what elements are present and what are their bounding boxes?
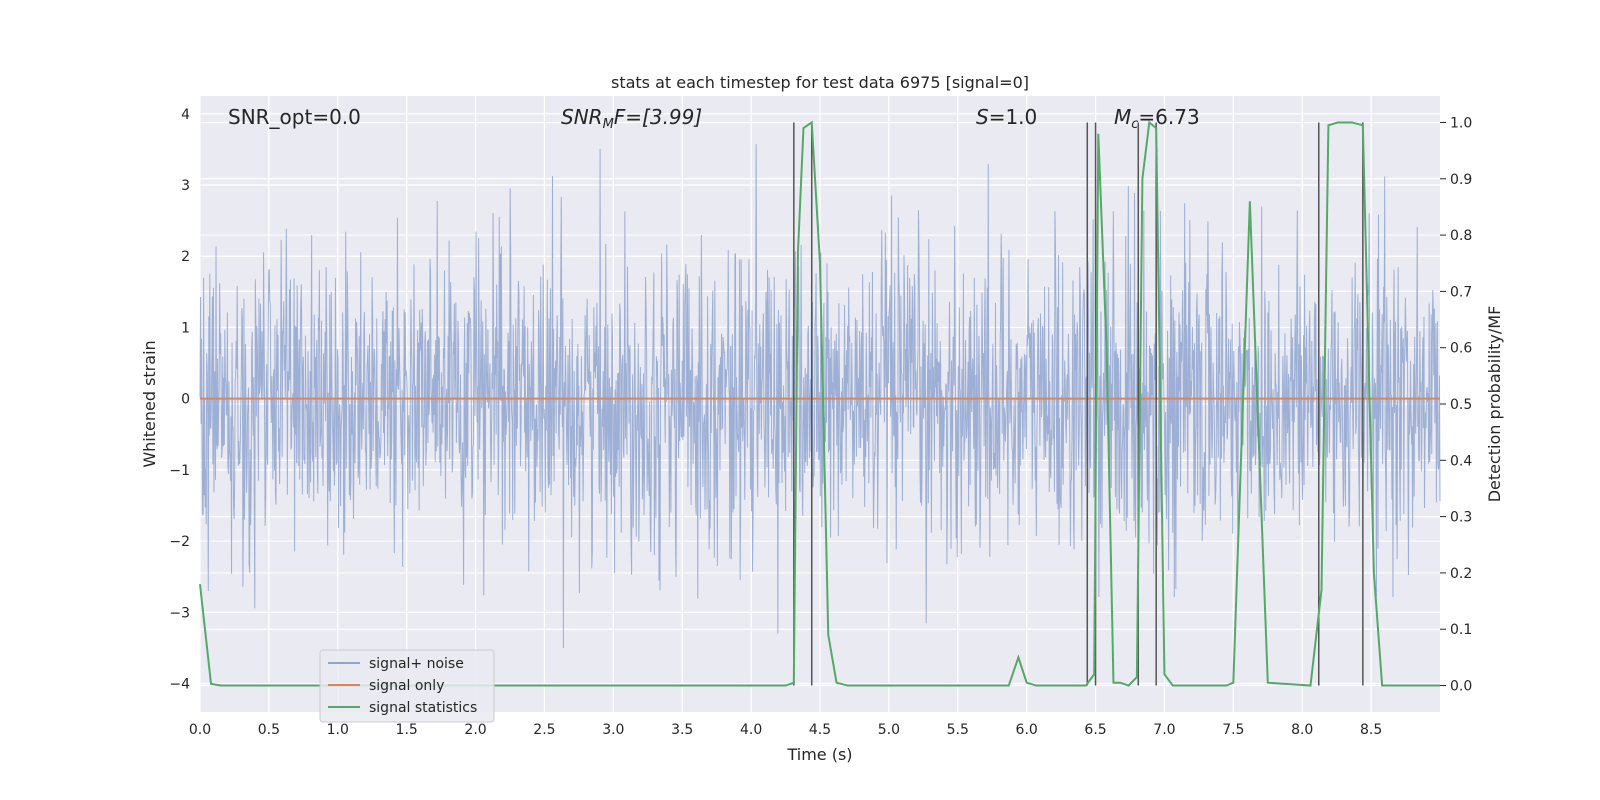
x-tick-label: 7.0 (1153, 722, 1175, 738)
x-tick-label: 6.5 (1084, 722, 1106, 738)
x-tick-label: 3.0 (602, 722, 624, 738)
x-tick-label: 3.5 (671, 722, 693, 738)
y-right-axis-title: Detection probability/MF (1485, 306, 1504, 503)
x-tick-label: 7.5 (1222, 722, 1244, 738)
x-axis-title: Time (s) (786, 745, 852, 764)
x-tick-label: 1.5 (396, 722, 418, 738)
x-tick-label: 1.0 (327, 722, 349, 738)
y-right-tick-label: 0.5 (1450, 397, 1472, 413)
y-left-axis-title: Whitened strain (140, 340, 159, 467)
y-left-tick-label: −2 (169, 534, 190, 550)
y-left-tick-label: −1 (169, 463, 190, 479)
y-left-tick-label: −4 (169, 677, 190, 693)
x-tick-label: 4.5 (809, 722, 831, 738)
annotation-mc: Mc=6.73 (1114, 105, 1200, 132)
annotation-s: S=1.0 (976, 105, 1037, 129)
x-tick-label: 5.0 (878, 722, 900, 738)
y-left-tick-label: 2 (181, 249, 190, 265)
y-right-tick-label: 0.0 (1450, 679, 1472, 695)
legend: signal+ noise signal only signal statist… (319, 649, 495, 723)
legend-label-signal-statistics: signal statistics (369, 700, 477, 716)
y-right-tick-labels: 0.0 0.1 0.2 0.3 0.4 0.5 0.6 0.7 0.8 0.9 1.0 (1440, 115, 1472, 695)
y-right-tick-label: 1.0 (1450, 115, 1472, 131)
x-tick-label: 0.5 (258, 722, 280, 738)
x-tick-labels: 0.0 0.5 1.0 1.5 2.0 2.5 3.0 3.5 4.0 4.5 5.0 5.5 6.0 6… (189, 722, 1382, 738)
series-signal-noise (199, 144, 1441, 648)
y-right-tick-label: 0.8 (1450, 228, 1472, 244)
y-left-tick-label: 1 (181, 320, 190, 336)
y-right-tick-label: 0.3 (1450, 510, 1472, 526)
x-tick-label: 6.0 (1016, 722, 1038, 738)
y-right-tick-label: 0.9 (1450, 172, 1472, 188)
y-left-tick-label: 0 (181, 392, 190, 408)
y-right-tick-label: 0.1 (1450, 622, 1472, 638)
y-right-tick-label: 0.6 (1450, 341, 1472, 357)
y-right-tick-label: 0.4 (1450, 453, 1472, 469)
series-signal-statistics (199, 120, 1440, 687)
y-left-tick-labels: −4 −3 −2 −1 0 1 2 3 4 (169, 107, 190, 693)
x-tick-label: 8.0 (1291, 722, 1313, 738)
chart-title: stats at each timestep for test data 697… (611, 73, 1029, 92)
x-tick-label: 2.0 (464, 722, 486, 738)
x-tick-label: 4.0 (740, 722, 762, 738)
x-tick-label: 0.0 (189, 722, 211, 738)
y-left-tick-label: 3 (181, 178, 190, 194)
x-tick-label: 8.5 (1360, 722, 1382, 738)
x-tick-label: 5.5 (947, 722, 969, 738)
y-right-tick-label: 0.7 (1450, 284, 1472, 300)
x-tick-label: 2.5 (533, 722, 555, 738)
annotation-snr-mf: SNRMF=[3.99] (561, 105, 702, 132)
legend-label-signal-noise: signal+ noise (369, 656, 464, 672)
annotation-snr-opt: SNR_opt=0.0 (228, 105, 361, 129)
signal-statistics-line (199, 120, 1440, 687)
y-left-tick-label: −3 (169, 605, 190, 621)
legend-box (319, 649, 495, 723)
signal-noise-line (199, 144, 1441, 648)
y-right-tick-label: 0.2 (1450, 566, 1472, 582)
legend-label-signal-only: signal only (369, 678, 444, 694)
y-left-tick-label: 4 (181, 107, 190, 123)
